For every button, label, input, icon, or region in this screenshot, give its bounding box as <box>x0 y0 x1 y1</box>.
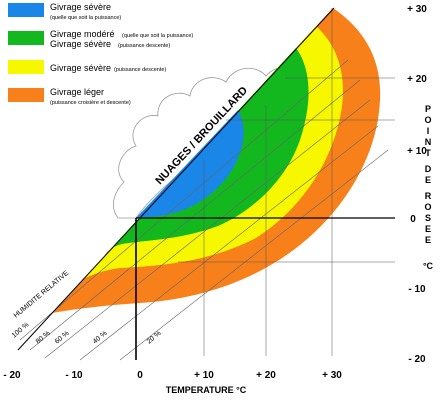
legend-sub-severe: (quelle que soit la puissance) <box>50 15 121 21</box>
legend-swatch-light <box>8 88 44 102</box>
y-title-letter: E <box>425 175 431 185</box>
humidity-title: HUMIDITE RELATIVE <box>13 270 71 320</box>
y-title-letter: E <box>425 224 431 234</box>
legend-label-light: Givrage léger <box>50 87 104 97</box>
x-axis: - 20 - 10 0 + 10 + 20 + 30 TEMPERATURE °… <box>3 370 342 395</box>
x-tick-label: + 20 <box>256 370 276 381</box>
humidity-label-60: 60 % <box>54 330 71 346</box>
x-tick-label: + 30 <box>322 370 342 381</box>
y-tick-label: 0 <box>410 214 416 225</box>
legend-sub-severe-descent: (puissance descente) <box>114 67 166 73</box>
x-tick-label: + 10 <box>194 370 214 381</box>
legend-item-light: Givrage léger (puissance croisière et de… <box>8 87 131 106</box>
saturation-line <box>17 7 335 351</box>
y-tick-label: - 20 <box>408 354 426 365</box>
y-title-letter: D <box>425 164 432 174</box>
humidity-label-40: 40 % <box>92 330 109 346</box>
y-title-letter: I <box>427 126 430 136</box>
x-tick-label: - 20 <box>3 370 21 381</box>
y-title-letter: E <box>425 235 431 245</box>
legend-label-moderate-2: Givrage sévère <box>50 39 111 49</box>
y-tick-label: + 20 <box>407 74 427 85</box>
y-tick-label: + 30 <box>407 4 427 15</box>
humidity-lines <box>19 59 389 361</box>
x-tick-label: - 10 <box>65 370 83 381</box>
y-title-letter: O <box>424 115 431 125</box>
y-axis: + 30 + 20 + 10 0 - 10 - 20 <box>407 4 427 365</box>
x-axis-title: TEMPERATURE °C <box>166 385 247 395</box>
x-tick-label: 0 <box>137 370 143 381</box>
humidity-label-80: 80 % <box>35 330 52 346</box>
legend-item-severe-descent: Givrage sévère (puissance descente) <box>8 60 166 74</box>
humidity-label-100: 100 % <box>11 321 31 339</box>
legend-sub-moderate-2: (puissance descente) <box>118 43 170 49</box>
legend-label-moderate: Givrage modéré <box>50 29 115 39</box>
y-axis-unit: °C <box>423 261 434 271</box>
legend-swatch-moderate <box>8 31 44 45</box>
legend-item-moderate: Givrage modéré (quelle que soit la puiss… <box>8 29 193 49</box>
humidity-label-20: 20 % <box>146 330 163 346</box>
y-title-letter: P <box>425 104 431 114</box>
y-tick-label: + 10 <box>407 146 427 157</box>
legend-label-severe: Givrage sévère <box>50 2 111 12</box>
legend-swatch-severe-descent <box>8 60 44 74</box>
legend-label-severe-descent: Givrage sévère <box>50 63 111 73</box>
y-title-letter: T <box>425 148 431 158</box>
legend-swatch-severe <box>8 3 44 17</box>
legend-sub-moderate: (quelle que soit la puissance) <box>122 33 193 39</box>
y-title-letter: S <box>425 213 431 223</box>
legend-item-severe: Givrage sévère (quelle que soit la puiss… <box>8 2 121 21</box>
y-axis-title: P O I N T D E R O S E E °C <box>423 104 434 271</box>
y-title-letter: N <box>425 137 432 147</box>
legend: Givrage sévère (quelle que soit la puiss… <box>8 2 193 106</box>
y-title-letter: O <box>424 202 431 212</box>
y-title-letter: R <box>425 191 432 201</box>
y-tick-label: - 10 <box>408 284 426 295</box>
grid-lines <box>178 8 395 356</box>
legend-sub-light: (puissance croisière et descente) <box>50 100 131 106</box>
